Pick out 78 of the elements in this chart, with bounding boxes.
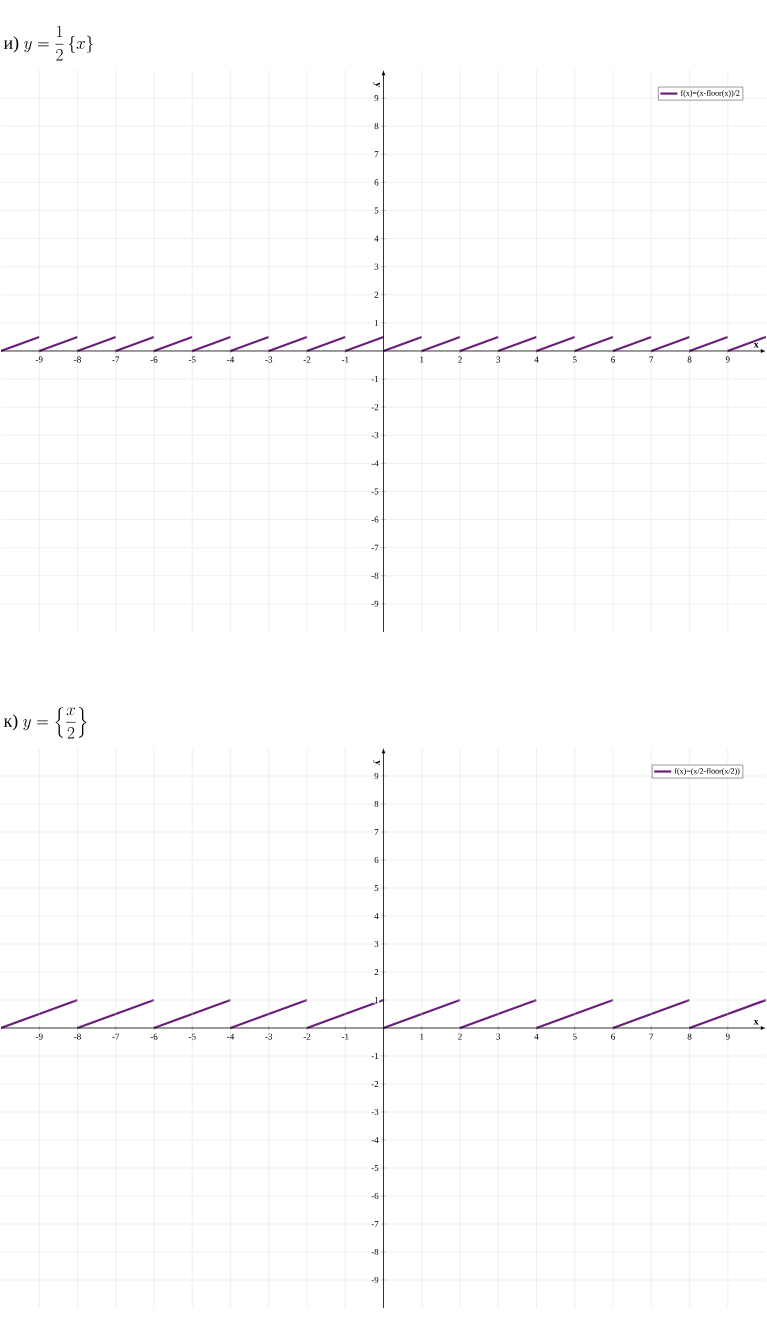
y-tick-label: -7 [371,544,379,551]
y-tick-label: 6 [374,856,379,864]
chart-title: $\text{к) }y=\left\{\dfrac{x}{2}\right\}$ [3,706,87,739]
y-tick-label: 8 [374,800,379,808]
x-tick-label: -1 [341,1033,349,1040]
x-axis-title: x [753,342,759,348]
x-tick-label: -4 [227,1033,235,1040]
y-tick-label: -4 [371,460,379,467]
x-tick-label: 3 [496,356,501,363]
y-tick-label: 7 [374,829,379,835]
x-tick-label: 6 [611,356,615,363]
y-tick-label: 5 [374,207,379,214]
x-tick-label: -5 [188,1033,196,1040]
x-tick-label: 8 [687,356,692,363]
y-tick-label: -9 [371,600,379,607]
y-tick-label: 9 [374,772,379,779]
x-tick-label: 1 [420,356,424,363]
x-tick-label: 5 [573,1033,577,1040]
y-tick-label: -7 [371,1221,379,1227]
x-tick-label: 7 [649,1033,654,1040]
y-tick-label: 6 [374,179,379,186]
x-tick-label: 2 [458,1033,462,1040]
x-tick-label: 7 [649,356,654,363]
y-axis-title: y [373,760,380,766]
y-tick-label: -3 [371,1108,379,1116]
x-tick-label: -2 [303,1033,311,1040]
x-tick-label: 2 [458,356,462,363]
x-tick-label: -7 [112,1033,120,1040]
x-tick-label: 5 [573,356,577,363]
y-tick-label: 4 [374,913,379,919]
y-tick-label: -9 [371,1276,379,1284]
y-tick-label: -2 [371,404,379,411]
x-tick-label: -5 [188,356,196,363]
x-tick-label: -6 [150,1033,158,1040]
y-tick-label: 2 [374,291,379,298]
y-tick-label: -4 [371,1137,379,1143]
x-tick-label: -9 [35,1033,43,1040]
x-tick-label: -6 [150,356,158,363]
y-axis-title: y [373,82,380,88]
x-tick-label: 6 [611,1033,615,1040]
x-axis-title: x [753,1019,759,1025]
y-tick-label: -5 [371,488,379,495]
x-tick-label: -8 [74,356,81,363]
x-tick-label: -1 [341,356,349,363]
y-tick-label: 4 [374,235,379,242]
y-tick-label: 9 [374,95,379,102]
y-tick-label: 3 [374,940,379,948]
chart-title: $\text{и) }y=\dfrac{1}{2}\,\{x\}$ [3,25,94,61]
y-tick-label: 2 [374,969,379,975]
y-tick-label: -2 [371,1081,379,1087]
x-tick-label: -8 [74,1033,81,1040]
x-tick-label: 8 [687,1033,692,1040]
x-tick-label: 4 [534,356,539,363]
y-tick-label: -6 [371,516,379,523]
x-tick-label: 1 [420,1033,424,1040]
x-tick-label: -4 [227,356,235,363]
x-tick-label: 4 [534,1033,539,1040]
x-tick-label: -2 [303,356,311,363]
y-tick-label: 7 [374,151,379,158]
x-tick-label: -3 [265,1033,273,1040]
x-tick-label: 9 [725,1033,730,1040]
y-tick-label: -8 [371,572,379,579]
y-tick-label: -1 [371,376,379,383]
x-tick-label: 9 [725,356,730,363]
y-tick-label: 1 [374,997,379,1003]
y-tick-label: -1 [371,1053,379,1059]
y-tick-label: 5 [374,885,379,891]
x-tick-label: 3 [496,1033,501,1040]
x-tick-label: -3 [265,356,273,363]
x-tick-label: -9 [35,356,43,363]
y-tick-label: 1 [374,319,379,326]
y-tick-label: 8 [374,123,379,130]
x-tick-label: -7 [112,356,120,363]
y-tick-label: 3 [374,263,379,270]
y-tick-label: -6 [371,1192,379,1200]
y-tick-label: -8 [371,1248,379,1256]
y-tick-label: -5 [371,1165,379,1171]
y-tick-label: -3 [371,432,379,439]
